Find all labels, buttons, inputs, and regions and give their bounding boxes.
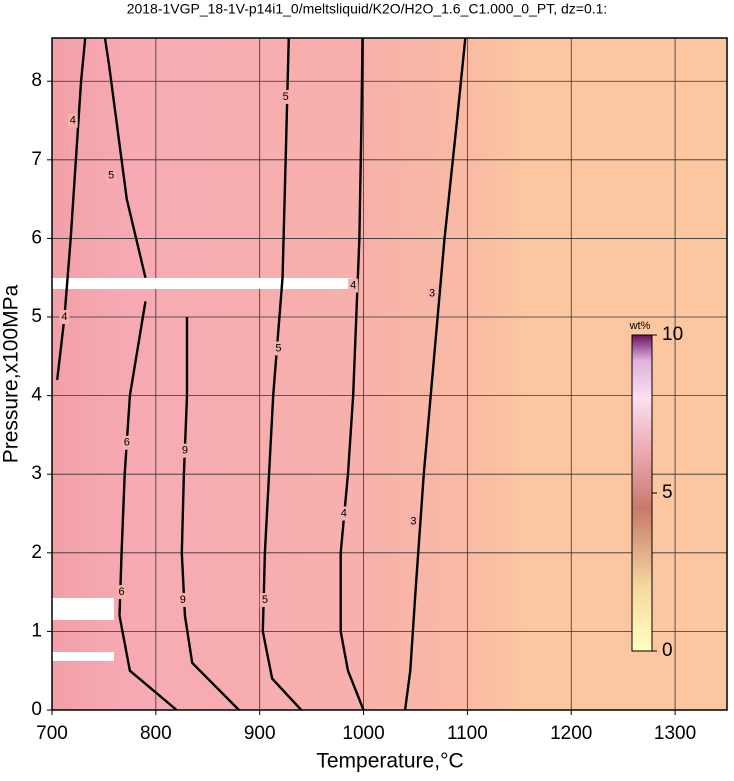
contour-label-bg [116, 585, 127, 600]
contour-line [118, 301, 178, 711]
data-gap [52, 278, 352, 289]
data-gap [52, 652, 114, 661]
y-tick-label: 0 [31, 699, 42, 720]
y-tick-label: 3 [31, 463, 42, 484]
contour-label-bg [348, 278, 359, 293]
colorbar [631, 334, 653, 652]
contour-label-bg [280, 89, 291, 104]
contour-label-bg [177, 592, 188, 607]
y-axis-title: Pressure,x100MPa [0, 284, 23, 463]
y-tick-label: 7 [31, 149, 42, 170]
y-tick-label: 5 [31, 306, 42, 327]
contour-label-bg [259, 592, 270, 607]
contour-label-bg [408, 514, 419, 529]
contour-label-bg [273, 341, 284, 356]
contour-label: 4 [350, 279, 356, 291]
contour-label-bg [59, 310, 70, 325]
x-tick-label: 900 [244, 723, 276, 744]
contour-line [339, 37, 365, 711]
contour-label-bg [179, 443, 190, 458]
contour-label: 3 [410, 515, 416, 527]
x-tick-label: 800 [140, 723, 172, 744]
contour-label: 9 [180, 594, 186, 606]
data-gap [52, 598, 114, 620]
y-tick-label: 1 [31, 620, 42, 641]
x-tick-label: 1000 [342, 723, 384, 744]
contour-label: 3 [429, 287, 435, 299]
contour-label: 4 [341, 507, 347, 519]
y-tick-label: 6 [31, 227, 42, 248]
contour-line [103, 37, 147, 278]
contour-label: 6 [124, 437, 130, 449]
chart-title: 2018-1VGP_18-1V-p14i1_0/meltsliquid/K2O/… [127, 1, 608, 17]
y-tick-label: 2 [31, 542, 42, 563]
contour-label: 6 [119, 586, 125, 598]
contour-label: 5 [275, 342, 281, 354]
y-tick-label: 4 [31, 385, 42, 406]
contour-label: 4 [61, 311, 67, 323]
contour-line [180, 317, 240, 711]
contour-label-bg [106, 168, 117, 183]
x-axis-title: Temperature,°C [316, 750, 463, 773]
contour-label: 9 [182, 445, 188, 457]
x-tick-label: 1100 [447, 723, 488, 744]
x-tick-label: 1300 [654, 723, 696, 744]
contour-label-bg [427, 286, 438, 301]
x-tick-label: 1200 [550, 723, 592, 744]
x-tick-label: 700 [36, 723, 68, 744]
colorbar-label: wt% [629, 320, 651, 332]
colorbar-tick-label: 10 [662, 324, 683, 345]
contour-label: 5 [283, 91, 289, 103]
contour-label: 5 [108, 169, 114, 181]
contour-line [403, 37, 467, 711]
contour-label-bg [67, 113, 78, 128]
contour-label-bg [338, 506, 349, 521]
contour-label-bg [121, 435, 132, 450]
contour-label: 4 [70, 114, 76, 126]
contour-line [56, 37, 87, 381]
plot-frame [51, 37, 728, 711]
contour-line [261, 37, 303, 711]
plot-background [52, 38, 727, 710]
contour-label: 5 [262, 594, 268, 606]
y-tick-label: 8 [31, 70, 42, 91]
colorbar-tick-label: 5 [662, 482, 673, 503]
colorbar-tick-label: 0 [662, 640, 673, 661]
